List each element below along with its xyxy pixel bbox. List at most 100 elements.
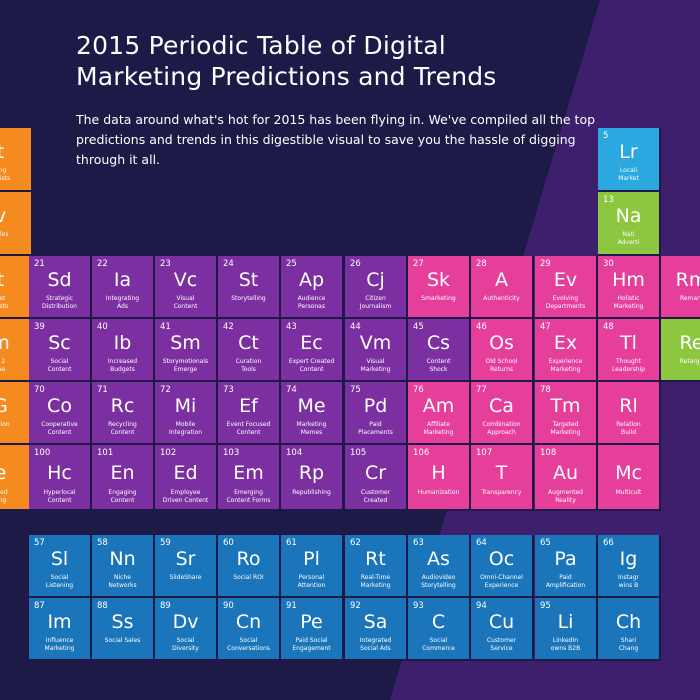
element-symbol: Re (679, 332, 700, 354)
element-name: Mobile Integration (168, 421, 203, 436)
element-tile: 72 Mi Mobile Integration (155, 382, 218, 445)
element-tile: 94 Cu Customer Service (471, 598, 534, 661)
element-tile: 108 Au Augmented Reality (535, 445, 598, 511)
element-number: 41 (160, 322, 171, 332)
element-name: Omni-Channel Experience (480, 574, 523, 589)
element-number: 91 (286, 601, 297, 611)
element-symbol: Em (233, 462, 264, 484)
element-symbol: Na (615, 205, 642, 227)
element-symbol: Tl (620, 332, 637, 354)
element-number: 101 (97, 448, 114, 458)
element-number: 75 (350, 385, 361, 395)
element-number: 100 (34, 448, 51, 458)
element-symbol: Ib (113, 332, 132, 354)
element-symbol: t (0, 140, 31, 164)
element-symbol: Co (47, 395, 72, 417)
element-symbol: Rl (619, 395, 638, 417)
element-tile: 91 Pe Paid Social Engagement (281, 598, 344, 661)
element-symbol: Au (552, 462, 579, 484)
element-tile: 63 As Audiovideo Storytelling (408, 535, 471, 598)
element-name: Social Listening (45, 574, 74, 589)
intro-text: The data around what's hot for 2015 has … (76, 112, 596, 167)
element-number: 40 (97, 322, 108, 332)
element-number: 102 (160, 448, 177, 458)
element-tile: 28 A Authenticity (471, 256, 534, 319)
element-name: ting logists (0, 167, 11, 182)
element-name: Hyperlocal Content (43, 489, 76, 504)
element-symbol: Me (297, 395, 326, 417)
element-name: Increased Budgets (107, 358, 138, 373)
element-symbol: Rt (365, 548, 386, 570)
element-symbol: Nn (109, 548, 136, 570)
element-number: 108 (540, 448, 557, 458)
element-symbol: C (431, 611, 446, 633)
element-number: 28 (476, 259, 487, 269)
element-name: Storytelling (231, 295, 266, 302)
element-tile: 71 Rc Recycling Content (92, 382, 155, 445)
element-tile: 104 Rp Republishing (281, 445, 344, 511)
element-symbol: Ed (173, 462, 198, 484)
element-name: Social Content (47, 358, 72, 373)
element-name: Social Commerce (422, 637, 455, 652)
element-tile: 101 En Engaging Content (92, 445, 155, 511)
element-tile: 90 Cn Social Conversations (218, 598, 281, 661)
element-number: 92 (350, 601, 361, 611)
element-number: 27 (413, 259, 424, 269)
element-name: Visual Content (173, 295, 198, 310)
element-symbol: G (0, 394, 31, 418)
element-name: Emerging Content Forms (226, 489, 271, 504)
element-number: 73 (223, 385, 234, 395)
element-number: 45 (413, 322, 424, 332)
element-symbol: Oc (488, 548, 515, 570)
element-tile: 42 Ct Curation Tools (218, 319, 281, 382)
element-number: 59 (160, 538, 171, 548)
element-symbol: t (0, 268, 31, 292)
element-tile: 41 Sm Storymotionals Emerge (155, 319, 218, 382)
element-tile: 22 Ia Integrating Ads (92, 256, 155, 319)
element-name: Curation Tools (235, 358, 262, 373)
element-name: Relation Build (616, 421, 641, 436)
element-symbol: Pe (300, 611, 323, 633)
element-symbol: Lr (619, 141, 638, 163)
element-symbol: Pl (303, 548, 320, 570)
element-number: 21 (34, 259, 45, 269)
element-name: Storymotionals Emerge (162, 358, 209, 373)
element-name: Transparency (481, 489, 522, 496)
element-symbol: Sk (426, 269, 451, 291)
element-symbol: Ig (619, 548, 638, 570)
element-tile: 105 Cr Customer Created (345, 445, 408, 511)
element-symbol: En (110, 462, 135, 484)
element-number: 70 (34, 385, 45, 395)
element-tile: 66 Ig Instagr wins B (598, 535, 661, 598)
element-symbol: Ss (111, 611, 134, 633)
element-number: 5 (603, 131, 609, 141)
element-symbol: Ex (553, 332, 578, 354)
element-tile: 87 Im Influence Marketing (29, 598, 92, 661)
element-symbol: Hm (612, 269, 645, 291)
element-name: Paid Placements (358, 421, 393, 436)
element-symbol: Ch (615, 611, 642, 633)
element-symbol: Sl (50, 548, 69, 570)
element-tile: 93 C Social Commerce (408, 598, 471, 661)
element-name: Republishing (292, 489, 331, 496)
element-tile: 58 Nn Niche Networks (92, 535, 155, 598)
element-symbol: As (427, 548, 450, 570)
element-number: 72 (160, 385, 171, 395)
element-symbol: Cr (364, 462, 387, 484)
element-symbol: m (0, 331, 31, 355)
element-number: 46 (476, 322, 487, 332)
element-symbol: Rp (298, 462, 325, 484)
element-tile: 60 Ro Social ROI (218, 535, 281, 598)
element-symbol: Ef (239, 395, 258, 417)
element-symbol: Ec (300, 332, 323, 354)
title-line-2: Marketing Predictions and Trends (76, 62, 497, 91)
element-number: 90 (223, 601, 234, 611)
element-name: LinkedIn owns B2B (550, 637, 581, 652)
element-name: Social Diversity (172, 637, 199, 652)
element-tile: Gcation (0, 382, 33, 445)
element-tile: 95 Li LinkedIn owns B2B (535, 598, 598, 661)
element-number: 25 (286, 259, 297, 269)
element-symbol: Cj (366, 269, 385, 291)
element-tile: v ables (0, 192, 33, 256)
title-line-1: 2015 Periodic Table of Digital (76, 31, 446, 60)
